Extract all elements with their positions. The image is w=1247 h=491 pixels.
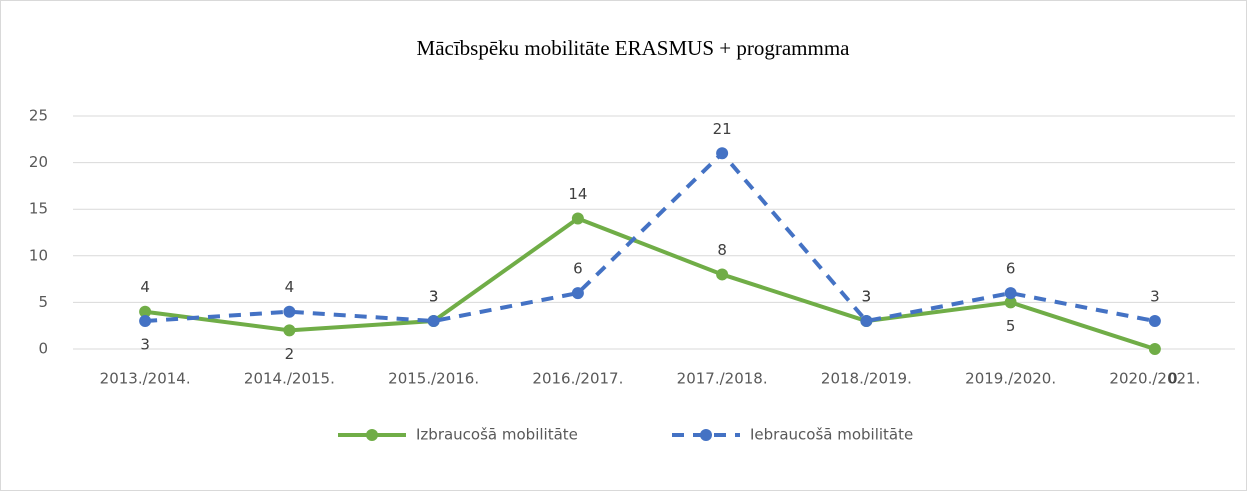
- data-label: 8: [717, 241, 727, 259]
- legend-marker: [700, 429, 712, 441]
- y-tick-label: 25: [29, 107, 48, 125]
- data-label: 3: [429, 288, 439, 306]
- data-label: 5: [1006, 317, 1016, 335]
- data-point: [716, 268, 729, 281]
- chart-title: Mācībspēku mobilitāte ERASMUS + programm…: [417, 36, 851, 60]
- data-label: 0: [1168, 370, 1178, 388]
- data-point: [139, 315, 152, 328]
- x-tick-label: 2015./2016.: [388, 370, 479, 388]
- x-tick-label: 2014./2015.: [244, 370, 335, 388]
- data-label: 3: [429, 288, 439, 306]
- y-tick-label: 15: [29, 200, 48, 218]
- x-tick-label: 2016./2017.: [532, 370, 623, 388]
- data-label: 3: [140, 336, 150, 354]
- y-tick-label: 10: [29, 246, 48, 264]
- y-tick-label: 5: [38, 293, 48, 311]
- x-tick-label: 2020./2021.: [1109, 370, 1200, 388]
- data-label: 2: [285, 345, 295, 363]
- data-point: [571, 212, 584, 225]
- data-point: [571, 287, 584, 300]
- data-label: 3: [1150, 288, 1160, 306]
- data-point: [860, 315, 873, 328]
- data-point: [1148, 343, 1161, 355]
- series-line: [144, 150, 1156, 324]
- legend-marker: [366, 429, 378, 441]
- data-label: 3: [862, 288, 872, 306]
- x-tick-label: 2019./2020.: [965, 370, 1056, 388]
- data-label: 21: [713, 120, 732, 138]
- data-point: [1004, 287, 1017, 300]
- data-point: [283, 305, 296, 318]
- data-label: 4: [285, 278, 295, 296]
- data-label: 4: [140, 278, 150, 296]
- data-point: [139, 305, 152, 318]
- x-tick-label: 2017./2018.: [677, 370, 768, 388]
- x-tick-label: 2013./2014.: [100, 370, 191, 388]
- data-label: 6: [573, 260, 583, 278]
- data-point: [427, 315, 440, 328]
- data-point: [1148, 315, 1161, 328]
- legend-label: Izbraucošā mobilitāte: [416, 426, 578, 444]
- data-point: [1004, 296, 1017, 309]
- legend-label: Iebraucošā mobilitāte: [750, 426, 913, 444]
- y-tick-label: 0: [38, 340, 48, 358]
- data-point: [283, 324, 296, 337]
- y-tick-label: 20: [29, 153, 48, 171]
- x-tick-label: 2018./2019.: [821, 370, 912, 388]
- data-label: 6: [1006, 260, 1016, 278]
- data-label: 3: [862, 288, 872, 306]
- series-line: [144, 216, 1156, 351]
- data-label: 14: [568, 185, 587, 203]
- data-point: [716, 147, 729, 160]
